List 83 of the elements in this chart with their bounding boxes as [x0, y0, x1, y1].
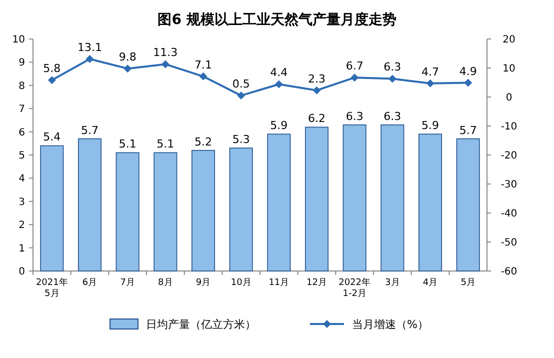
data-label: 5.1: [156, 138, 174, 151]
legend-label: 日均产量（亿立方米）: [146, 318, 256, 331]
y-tick-label: 10: [12, 34, 25, 46]
data-label: 6.3: [346, 110, 364, 123]
data-label: 6.2: [308, 112, 326, 126]
y2-tick-label: -10: [500, 122, 518, 132]
point: [312, 86, 321, 94]
y2-tick-label: 20: [502, 34, 516, 46]
x-tick-label: 2022年 1-2月: [338, 277, 371, 299]
y-tick-label: 4: [18, 174, 25, 185]
y2-tick-label: -50: [500, 238, 518, 248]
data-label: 5.2: [194, 135, 212, 148]
y2-tick-label: -40: [500, 208, 518, 220]
data-label: 4.9: [459, 64, 477, 78]
point: [161, 60, 170, 68]
bar: [229, 148, 253, 272]
data-label: 5.3: [232, 133, 250, 146]
bar: [116, 152, 140, 272]
data-label: 6.3: [384, 60, 402, 74]
y-tick-label: 3: [18, 196, 25, 208]
point: [124, 64, 132, 73]
x-tick-label: 5月: [460, 278, 476, 288]
bar: [380, 124, 404, 272]
data-label: 4.4: [270, 66, 288, 80]
x-tick-label: 9月: [196, 278, 211, 288]
bar: [418, 134, 442, 272]
y-tick-label: 5: [18, 150, 25, 162]
y-tick-label: 8: [18, 80, 25, 92]
data-label: 11.3: [153, 46, 178, 60]
data-label: 7.1: [194, 58, 212, 72]
data-label: 13.1: [78, 41, 102, 54]
bar: [192, 150, 215, 272]
y2-tick-label: -20: [500, 150, 518, 162]
point: [48, 76, 56, 84]
bar: [40, 145, 64, 272]
point: [274, 80, 283, 88]
data-label: 5.4: [43, 130, 61, 144]
data-label: 2.3: [308, 72, 326, 86]
y-tick-label: 2: [18, 220, 25, 232]
data-label: 5.1: [118, 138, 136, 151]
y2-tick-label: 10: [502, 64, 516, 74]
point: [86, 55, 94, 64]
bar: [456, 138, 480, 272]
legend-label: 当月增速（%）: [352, 318, 428, 331]
bar: [267, 134, 291, 272]
y-tick-label: 1: [18, 243, 25, 254]
y-tick-label: 0: [18, 266, 25, 278]
y-tick-label: 7: [18, 104, 25, 116]
data-label: 5.7: [459, 124, 477, 137]
x-tick-label: 10月: [230, 278, 252, 288]
y-tick-label: 9: [18, 58, 25, 69]
data-label: 6.3: [384, 110, 402, 123]
y2-tick-label: 0: [506, 92, 512, 104]
x-tick-label: 4月: [422, 278, 438, 288]
x-tick-label: 6月: [82, 278, 98, 288]
data-label: 5.8: [43, 62, 61, 76]
data-label: 6.7: [346, 60, 364, 73]
point: [237, 92, 246, 100]
y2-tick-label: -60: [500, 266, 518, 278]
x-tick-label: 7月: [120, 278, 135, 288]
x-tick-label: 8月: [158, 278, 173, 288]
x-tick-label: 11月: [268, 278, 290, 288]
data-label: 4.7: [422, 65, 439, 78]
bar: [154, 152, 178, 272]
bar: [342, 124, 366, 272]
bar: [305, 126, 328, 272]
point: [464, 78, 472, 87]
data-label: 9.8: [118, 50, 136, 64]
y-tick-label: 6: [18, 127, 25, 138]
data-label: 5.7: [81, 124, 98, 137]
point: [426, 79, 434, 88]
bar: [78, 138, 102, 272]
data-label: 0.5: [232, 78, 250, 91]
point: [388, 74, 396, 83]
data-label: 5.9: [422, 119, 439, 132]
data-label: 5.9: [270, 119, 288, 132]
point: [350, 74, 359, 82]
y2-tick-label: -30: [500, 180, 518, 190]
x-tick-label: 2021年 5月: [36, 277, 68, 299]
chart-title: 图6 规模以上工业天然气产量月度走势: [158, 11, 396, 28]
x-tick-label: 12月: [306, 278, 327, 288]
point: [199, 72, 208, 80]
x-tick-label: 3月: [385, 278, 400, 288]
